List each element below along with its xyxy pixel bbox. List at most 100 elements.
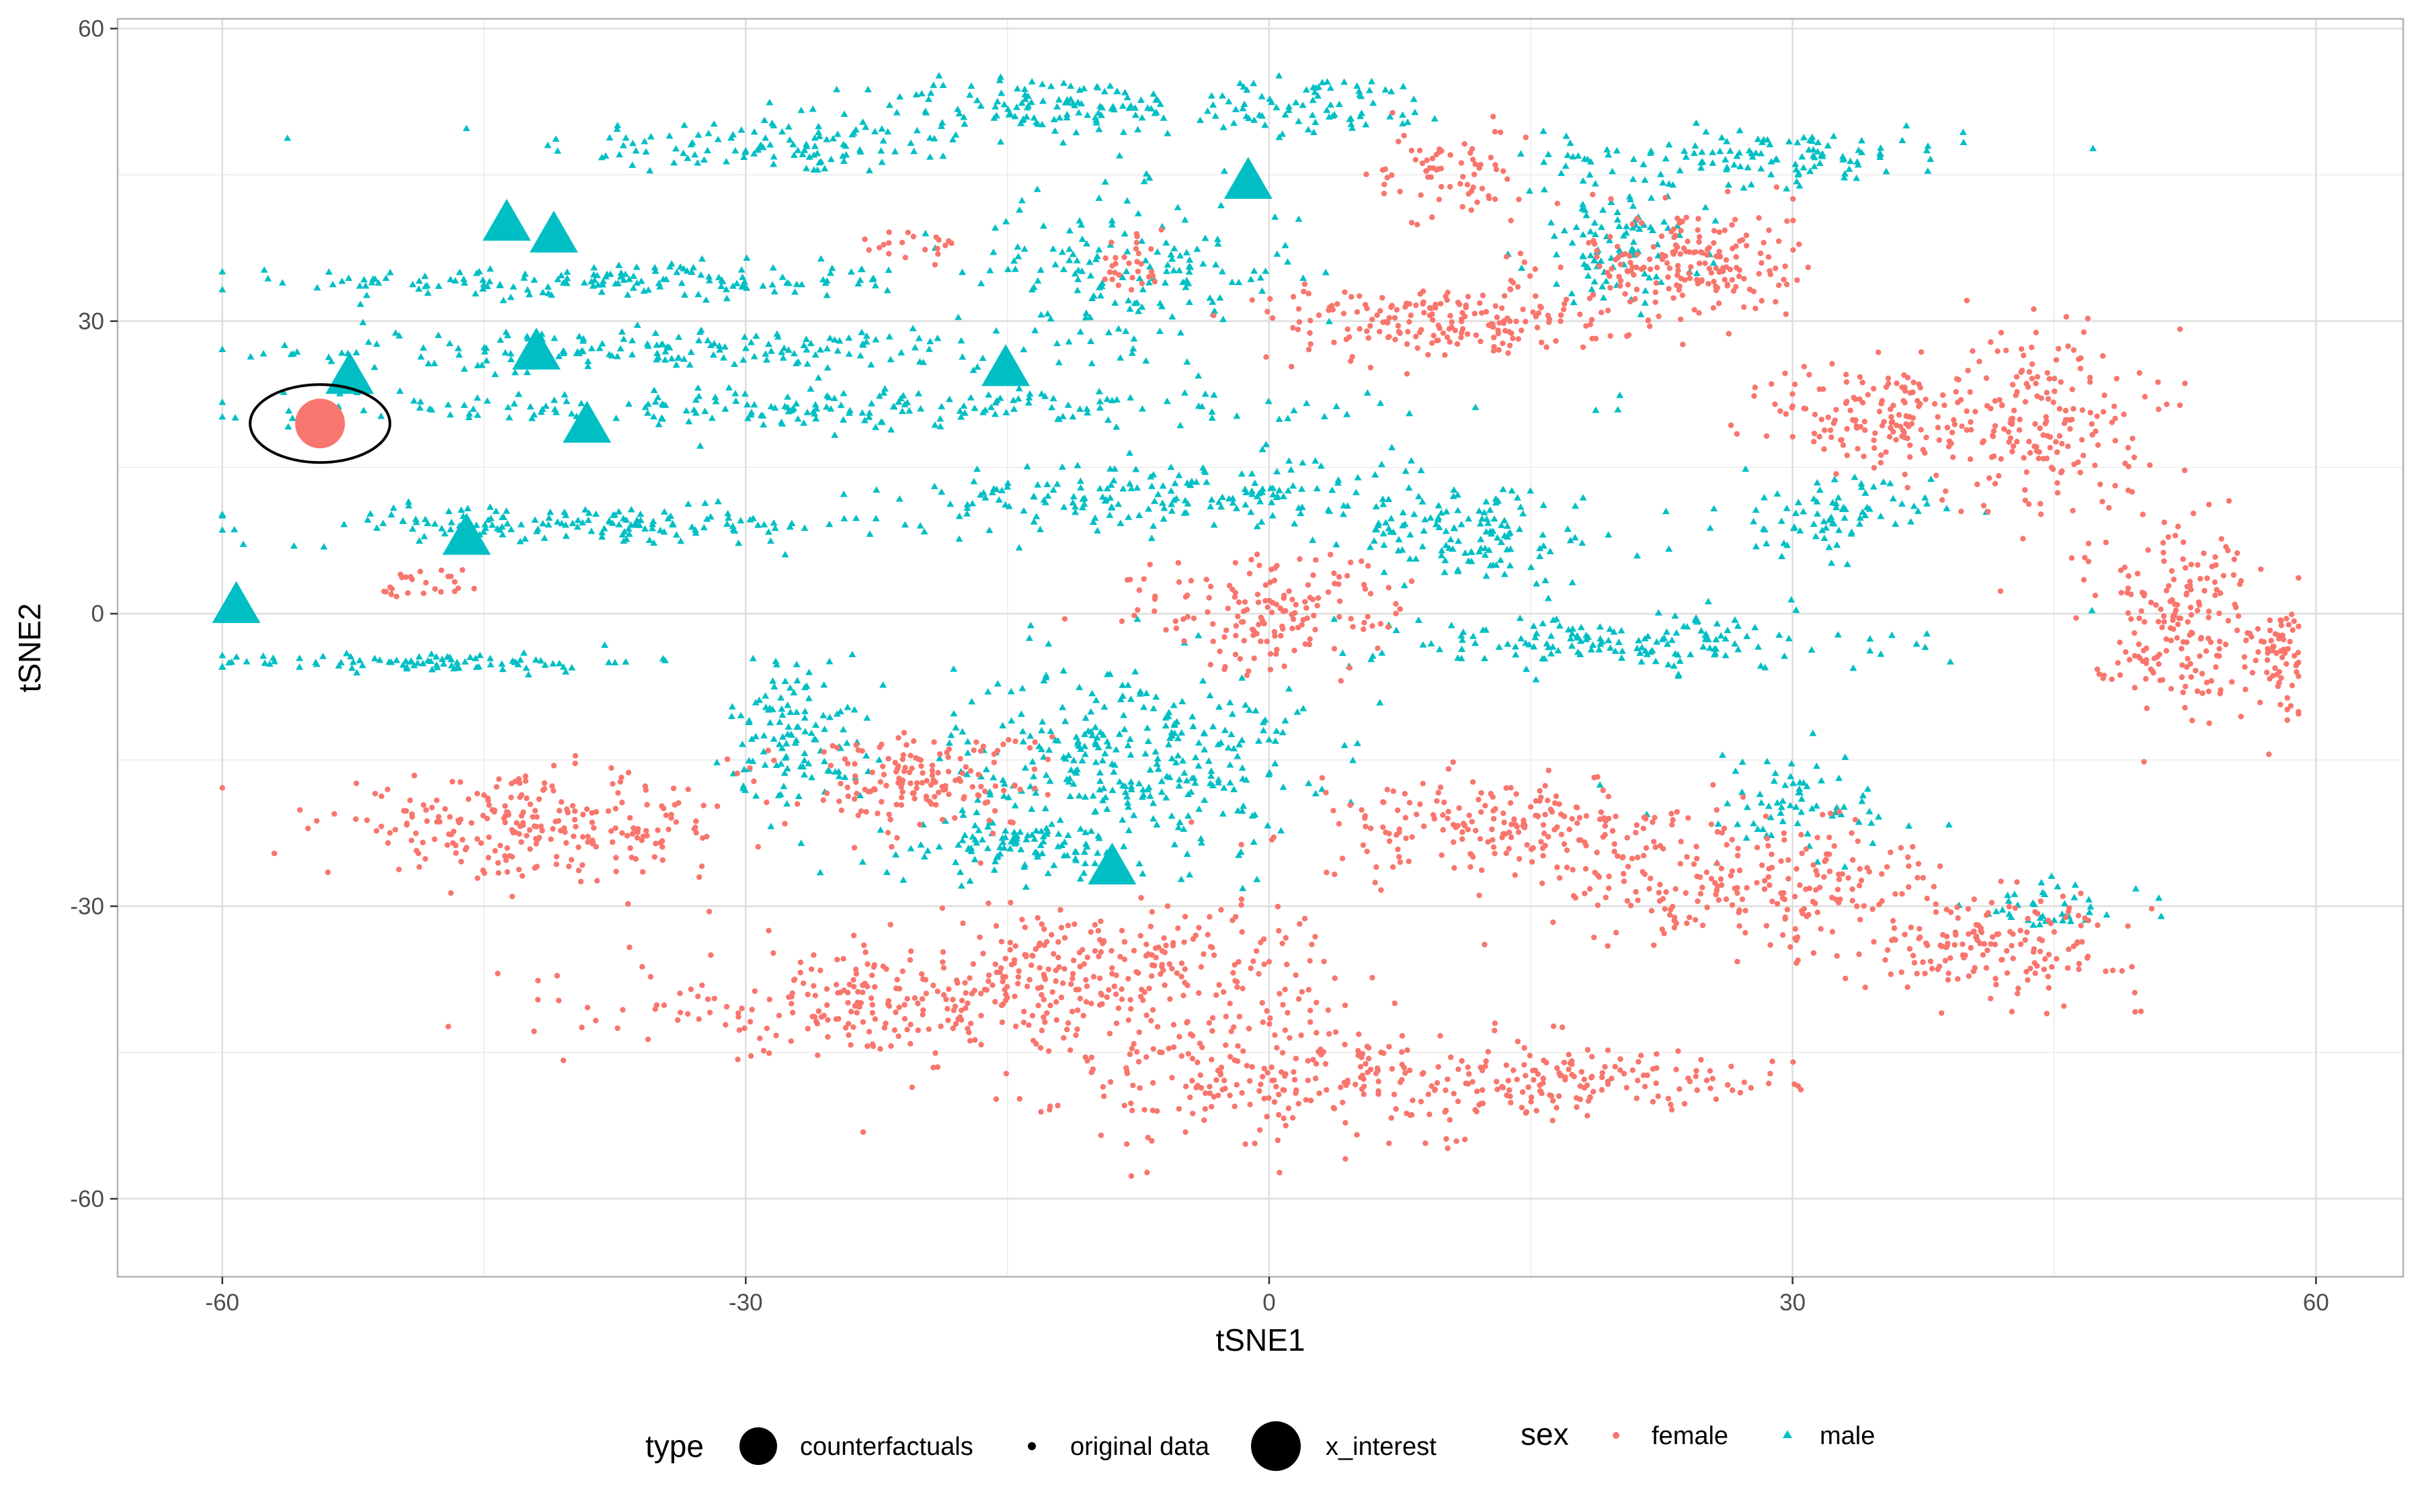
original-point-4327 xyxy=(1659,926,1665,933)
original-point-799 xyxy=(498,513,506,520)
original-point-4218 xyxy=(1814,872,1820,878)
original-point-762 xyxy=(218,526,227,533)
original-point-1768 xyxy=(1081,793,1089,800)
original-point-112 xyxy=(834,130,842,137)
original-point-4490 xyxy=(1479,310,1485,316)
original-point-426 xyxy=(259,349,268,357)
original-point-2759 xyxy=(453,850,459,856)
original-point-4266 xyxy=(1782,914,1788,921)
original-point-4155 xyxy=(1888,849,1894,855)
original-point-1900 xyxy=(959,806,967,813)
original-point-1285 xyxy=(986,267,994,274)
original-point-3615 xyxy=(1189,1078,1195,1084)
original-point-3012 xyxy=(901,1002,908,1008)
original-point-2841 xyxy=(610,781,616,787)
original-point-1053 xyxy=(1250,116,1258,123)
original-point-1117 xyxy=(1355,87,1363,94)
original-point-514 xyxy=(825,394,833,401)
original-point-906 xyxy=(296,663,304,670)
original-point-2532 xyxy=(1648,194,1656,201)
original-point-1719 xyxy=(1093,734,1101,741)
original-point-2887 xyxy=(520,822,526,829)
original-point-823 xyxy=(457,506,465,513)
original-point-1952 xyxy=(790,689,798,696)
original-point-1994 xyxy=(777,760,785,767)
original-point-4143 xyxy=(1774,900,1781,907)
original-point-3425 xyxy=(1342,1002,1348,1009)
original-point-4141 xyxy=(1814,909,1821,915)
original-point-3006 xyxy=(723,1003,730,1010)
original-point-4965 xyxy=(1902,434,1908,441)
original-point-4890 xyxy=(1821,446,1827,452)
original-point-3843 xyxy=(1500,1085,1506,1091)
original-point-3315 xyxy=(1045,966,1051,972)
original-point-3023 xyxy=(789,1001,795,1007)
original-point-4136 xyxy=(1695,898,1701,905)
original-point-3598 xyxy=(1375,1088,1381,1094)
original-point-2689 xyxy=(1763,757,1771,765)
original-point-213 xyxy=(793,280,801,288)
original-point-849 xyxy=(428,665,436,673)
original-point-1749 xyxy=(1072,769,1080,776)
original-point-1402 xyxy=(1258,287,1266,294)
original-point-1936 xyxy=(1116,778,1124,785)
original-point-524 xyxy=(1049,394,1057,402)
original-point-3985 xyxy=(1360,842,1367,848)
original-point-3689 xyxy=(1673,1066,1679,1073)
original-point-2587 xyxy=(1590,256,1599,263)
original-point-2924 xyxy=(608,828,614,834)
original-point-1853 xyxy=(1168,812,1176,819)
original-point-1259 xyxy=(1876,151,1884,157)
original-point-3866 xyxy=(1514,1077,1520,1083)
original-point-3329 xyxy=(1076,950,1083,956)
original-point-2474 xyxy=(1778,552,1786,560)
original-point-1798 xyxy=(1059,753,1067,760)
original-point-4310 xyxy=(1742,908,1748,914)
original-point-3649 xyxy=(1435,1064,1441,1070)
original-point-813 xyxy=(366,510,374,517)
original-point-1765 xyxy=(1277,827,1285,834)
original-point-4004 xyxy=(1389,864,1396,870)
original-point-2664 xyxy=(1864,785,1872,792)
original-point-1248 xyxy=(1691,142,1699,149)
original-point-2825 xyxy=(448,890,454,896)
original-point-3259 xyxy=(1077,964,1083,970)
original-point-4230 xyxy=(1906,884,1912,890)
original-point-1830 xyxy=(1127,778,1135,785)
original-point-3645 xyxy=(1266,1095,1272,1101)
original-point-968 xyxy=(1092,119,1100,126)
original-point-3980 xyxy=(1490,808,1496,814)
original-point-601 xyxy=(231,414,239,421)
original-point-3878 xyxy=(1707,1068,1713,1074)
original-point-2130 xyxy=(907,845,915,851)
original-point-597 xyxy=(567,410,575,417)
original-point-4498 xyxy=(1491,343,1497,350)
original-point-3338 xyxy=(1209,944,1215,951)
original-point-1137 xyxy=(1757,165,1765,172)
original-point-1992 xyxy=(805,694,813,702)
original-point-3923 xyxy=(1652,814,1658,821)
original-point-4802 xyxy=(1668,228,1675,235)
original-point-4632 xyxy=(1344,326,1350,333)
original-point-1501 xyxy=(1242,501,1250,508)
original-point-4166 xyxy=(1831,843,1837,849)
original-point-4830 xyxy=(1670,249,1676,255)
original-point-4919 xyxy=(1964,408,1970,415)
original-point-3732 xyxy=(1293,1055,1299,1062)
original-point-2356 xyxy=(1912,640,1921,647)
original-point-3296 xyxy=(1232,962,1238,968)
original-point-4594 xyxy=(1307,317,1314,324)
original-point-443 xyxy=(969,366,977,374)
original-point-626 xyxy=(696,442,704,449)
original-point-419 xyxy=(778,348,786,355)
original-point-1899 xyxy=(950,665,958,672)
original-point-965 xyxy=(996,77,1004,83)
original-point-988 xyxy=(930,81,938,88)
original-point-554 xyxy=(624,400,633,407)
original-point-1746 xyxy=(994,680,1002,687)
original-point-851 xyxy=(522,664,530,671)
original-point-307 xyxy=(419,344,428,351)
original-point-52 xyxy=(727,134,735,141)
original-point-4034 xyxy=(1542,783,1548,789)
original-point-92 xyxy=(750,150,758,157)
